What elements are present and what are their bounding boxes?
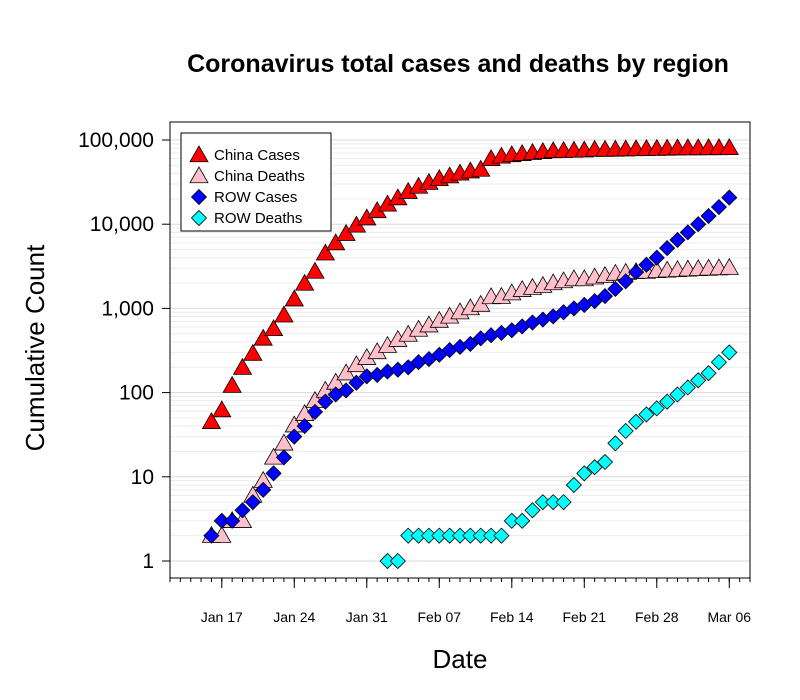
- data-point: [710, 354, 727, 371]
- series-china-cases: [201, 138, 739, 429]
- data-point: [555, 494, 572, 511]
- data-point: [719, 257, 739, 275]
- data-point: [514, 512, 531, 529]
- data-point: [306, 403, 324, 420]
- data-point: [338, 382, 355, 399]
- data-point: [232, 357, 253, 375]
- data-point: [719, 138, 739, 156]
- data-point: [690, 216, 707, 233]
- data-point: [317, 393, 334, 410]
- x-tick-label: Jan 24: [273, 609, 315, 625]
- legend-label: ROW Cases: [214, 189, 297, 206]
- x-tick-label: Jan 31: [346, 609, 388, 625]
- data-point: [638, 256, 655, 273]
- data-point: [234, 502, 251, 519]
- data-point: [607, 280, 624, 298]
- series-row-deaths: [379, 344, 738, 570]
- data-points: [201, 138, 739, 570]
- data-point: [576, 465, 593, 482]
- data-point: [326, 233, 346, 251]
- x-tick-label: Feb 07: [417, 609, 461, 625]
- data-point: [212, 400, 232, 418]
- series-row-cases: [203, 189, 738, 544]
- legend-label: China Cases: [214, 147, 300, 164]
- x-tick-label: Mar 06: [707, 609, 751, 625]
- data-point: [255, 481, 272, 498]
- legend: China Cases China Deaths ROW Cases ROW Deat…: [180, 132, 332, 232]
- legend-marker: [190, 209, 208, 227]
- data-point: [586, 459, 603, 476]
- legend-marker: [190, 188, 208, 206]
- x-axis-label: Date: [433, 644, 488, 674]
- data-point: [679, 224, 696, 241]
- data-point: [294, 273, 315, 291]
- data-point: [471, 159, 491, 177]
- data-point: [628, 413, 645, 430]
- data-point: [638, 406, 655, 423]
- data-point: [617, 422, 634, 440]
- y-tick-label: 10,000: [90, 213, 154, 236]
- data-point: [305, 261, 325, 279]
- x-tick-label: Jan 17: [201, 609, 243, 625]
- data-point: [296, 418, 313, 435]
- data-point: [224, 512, 241, 529]
- data-point: [348, 374, 365, 391]
- data-point: [203, 527, 220, 544]
- y-axis-label: Cumulative Count: [20, 244, 50, 451]
- data-point: [263, 319, 284, 337]
- data-point: [669, 386, 686, 403]
- data-point: [565, 476, 582, 494]
- data-point: [315, 243, 336, 261]
- data-point: [710, 198, 727, 216]
- data-point: [274, 305, 294, 323]
- data-point: [244, 494, 261, 511]
- data-point: [607, 435, 624, 452]
- data-point: [596, 453, 614, 471]
- data-point: [201, 411, 222, 429]
- data-point: [284, 289, 304, 307]
- data-point: [721, 344, 738, 361]
- data-point: [265, 465, 282, 482]
- legend-label: China Deaths: [214, 168, 305, 185]
- y-tick-label: 10: [131, 466, 154, 489]
- data-point: [659, 393, 676, 410]
- data-point: [669, 231, 686, 249]
- data-point: [524, 502, 541, 519]
- x-axis: Jan 17 Jan 24 Jan 31 Feb 07 Feb 14 Feb 21 Feb …: [169, 578, 751, 625]
- y-tick-label: 100: [119, 382, 154, 405]
- data-point: [253, 328, 273, 346]
- data-point: [462, 335, 479, 352]
- x-tick-label: Feb 21: [562, 609, 606, 625]
- x-tick-label: Feb 14: [490, 609, 534, 625]
- x-tick-label: Feb 28: [635, 609, 679, 625]
- data-point: [286, 428, 303, 445]
- legend-marker: [189, 166, 209, 184]
- data-point: [679, 379, 696, 396]
- data-point: [700, 365, 717, 382]
- data-point: [648, 400, 665, 417]
- data-point: [617, 273, 634, 290]
- data-point: [243, 343, 263, 361]
- legend-label: ROW Deaths: [214, 210, 302, 227]
- data-point: [596, 288, 614, 305]
- y-tick-label: 1,000: [101, 297, 154, 320]
- data-point: [700, 207, 717, 225]
- data-point: [690, 372, 707, 389]
- chart-title: Coronavirus total cases and deaths by re…: [187, 50, 729, 78]
- data-point: [389, 552, 406, 570]
- data-point: [222, 375, 242, 393]
- data-point: [275, 449, 292, 466]
- data-point: [493, 527, 510, 544]
- grid-lines: [170, 139, 750, 562]
- y-axis: 1 10 100 1,000 10,000 100,000: [78, 129, 170, 573]
- data-point: [721, 189, 738, 206]
- y-tick-label: 1: [142, 550, 154, 573]
- data-point: [336, 223, 356, 241]
- legend-marker: [189, 145, 209, 163]
- y-tick-label: 100,000: [78, 129, 154, 152]
- data-point: [628, 264, 645, 281]
- data-point: [659, 240, 676, 257]
- data-point: [648, 249, 665, 266]
